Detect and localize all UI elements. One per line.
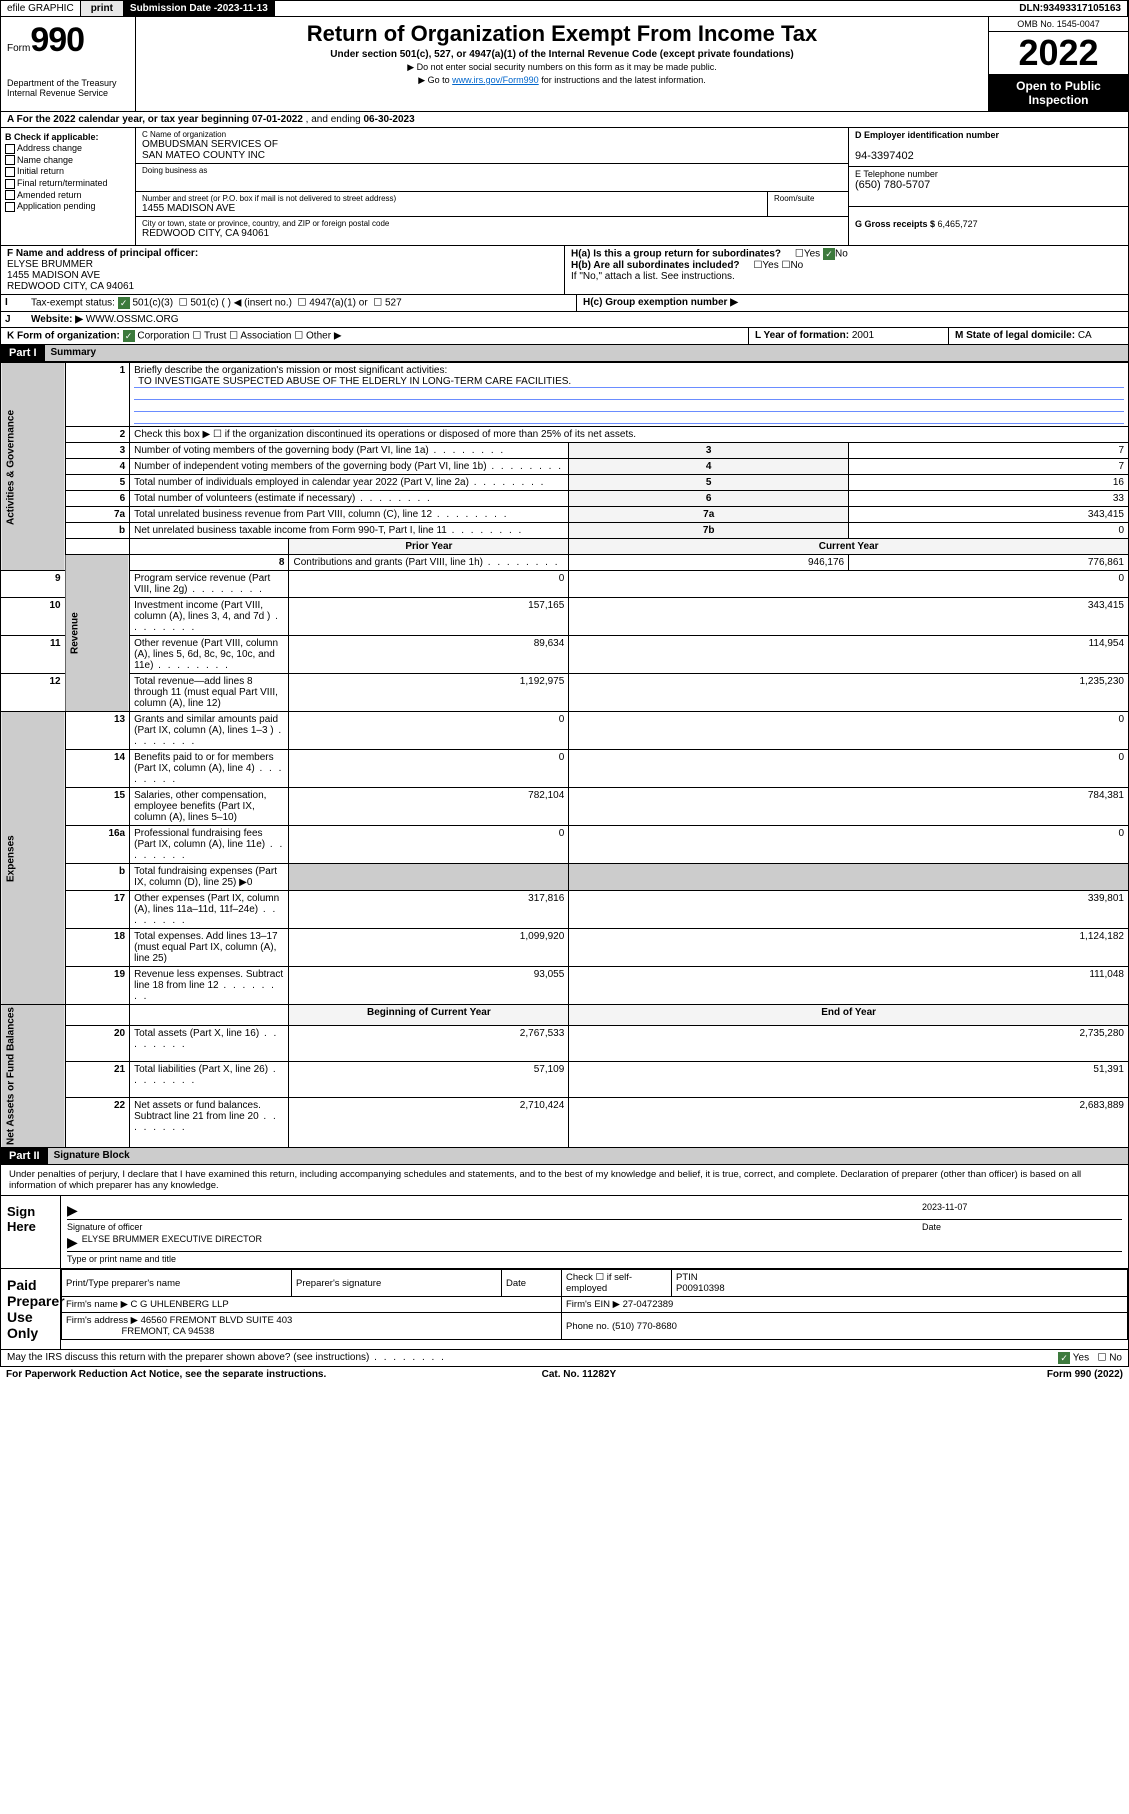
section-b: B Check if applicable: Address change Na… (1, 128, 136, 245)
print-button[interactable]: print (81, 1, 124, 16)
firm-name: C G UHLENBERG LLP (131, 1299, 229, 1310)
department: Department of the Treasury Internal Reve… (7, 78, 129, 98)
tax-period: A For the 2022 calendar year, or tax yea… (0, 112, 1129, 128)
form-header: Form990 Department of the Treasury Inter… (0, 17, 1129, 112)
part-i-header: Part I Summary (0, 345, 1129, 362)
submission-date: Submission Date - 2023-11-13 (124, 1, 275, 16)
org-address: 1455 MADISON AVE (142, 203, 761, 214)
preparer-table: Print/Type preparer's name Preparer's si… (61, 1269, 1128, 1340)
sign-here-label: Sign Here (1, 1196, 61, 1268)
ptin: P00910398 (676, 1283, 725, 1294)
chk-name-change[interactable]: Name change (5, 155, 131, 166)
org-name: OMBUDSMAN SERVICES OF SAN MATEO COUNTY I… (142, 139, 842, 161)
omb-number: OMB No. 1545-0047 (989, 17, 1128, 32)
form-title: Return of Organization Exempt From Incom… (142, 21, 982, 47)
right-info: D Employer identification number 94-3397… (848, 128, 1128, 245)
chk-amended[interactable]: Amended return (5, 190, 131, 201)
firm-ein: 27-0472389 (623, 1299, 674, 1310)
chk-initial-return[interactable]: Initial return (5, 166, 131, 177)
firm-phone: (510) 770-8680 (612, 1321, 677, 1332)
dln: DLN: 93493317105163 (1013, 1, 1128, 16)
signature-block: Under penalties of perjury, I declare th… (0, 1165, 1129, 1367)
gross-receipts: 6,465,727 (938, 219, 978, 229)
identification-grid: B Check if applicable: Address change Na… (0, 128, 1129, 246)
right-header-block: OMB No. 1545-0047 2022 Open to Public In… (988, 17, 1128, 111)
officer-group-rows: F Name and address of principal officer:… (0, 246, 1129, 345)
sig-date: 2023-11-07 (922, 1202, 1122, 1219)
officer-name: ELYSE BRUMMER (7, 259, 93, 270)
org-city: REDWOOD CITY, CA 94061 (142, 228, 842, 239)
tax-year: 2022 (989, 32, 1128, 75)
mission-text: TO INVESTIGATE SUSPECTED ABUSE OF THE EL… (134, 376, 1124, 388)
phone: (650) 780-5707 (855, 179, 930, 191)
page-footer: For Paperwork Reduction Act Notice, see … (0, 1367, 1129, 1382)
open-to-public: Open to Public Inspection (989, 75, 1128, 111)
section-c: C Name of organization OMBUDSMAN SERVICE… (136, 128, 848, 245)
part-ii-header: Part II Signature Block (0, 1148, 1129, 1165)
efile-label: efile GRAPHIC (1, 1, 81, 16)
title-block: Return of Organization Exempt From Incom… (136, 17, 988, 111)
paid-preparer-label: Paid Preparer Use Only (1, 1269, 61, 1349)
chk-address-change[interactable]: Address change (5, 143, 131, 154)
irs-link[interactable]: www.irs.gov/Form990 (452, 75, 539, 85)
form-id-block: Form990 Department of the Treasury Inter… (1, 17, 136, 111)
website-link[interactable]: WWW.OSSMC.ORG (86, 314, 179, 325)
summary-table: Activities & Governance 1 Briefly descri… (0, 362, 1129, 1148)
chk-app-pending[interactable]: Application pending (5, 201, 131, 212)
officer-sig-name: ELYSE BRUMMER EXECUTIVE DIRECTOR (82, 1234, 262, 1251)
chk-final-return[interactable]: Final return/terminated (5, 178, 131, 189)
top-bar: efile GRAPHIC print Submission Date - 20… (0, 0, 1129, 17)
chk-501c3: ✓ (118, 297, 130, 309)
ein: 94-3397402 (855, 150, 914, 162)
